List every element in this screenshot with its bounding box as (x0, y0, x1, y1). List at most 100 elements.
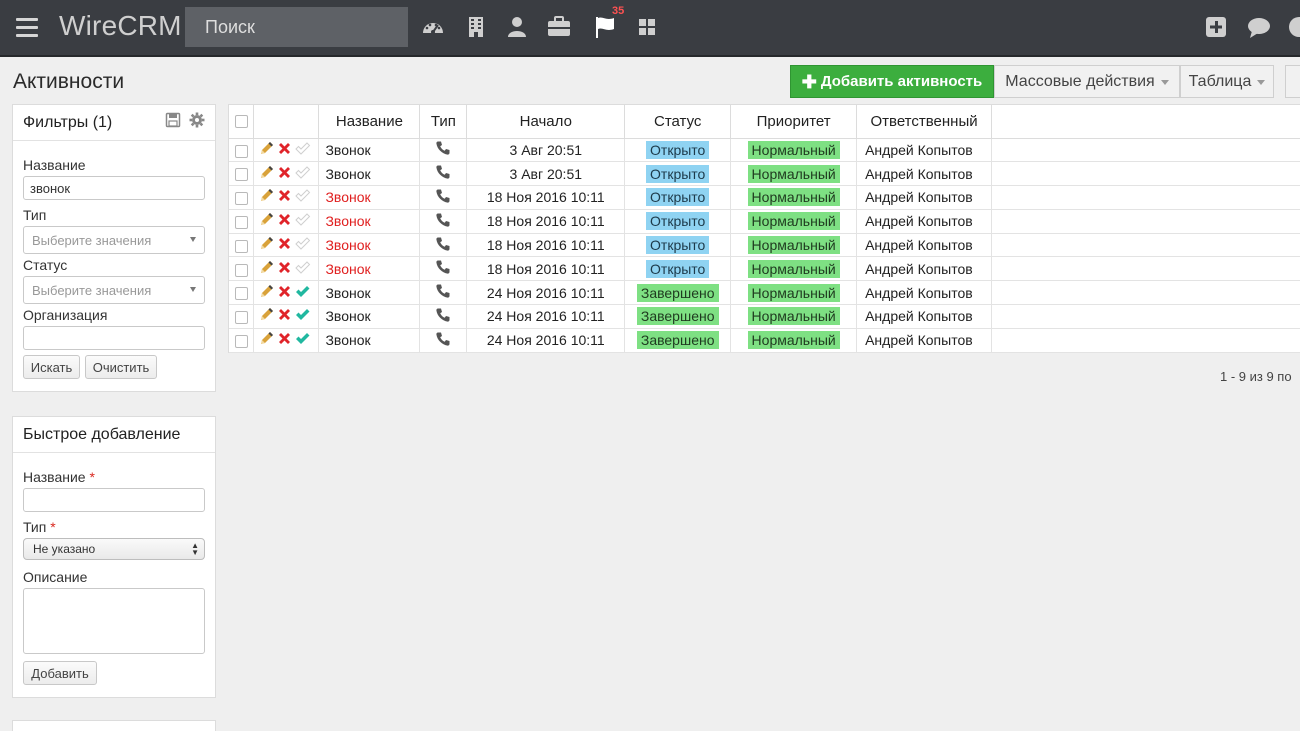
cell-owner: Андрей Копытов (856, 328, 993, 353)
brand-logo[interactable]: WireCRM (59, 10, 182, 41)
row-checkbox[interactable] (234, 216, 248, 230)
quick-add-button[interactable]: Добавить (23, 661, 97, 685)
table-row[interactable]: Звонок 18 Ноя 2016 10:11 Открыто Нормальный… (229, 233, 1300, 258)
table-row[interactable]: Звонок 24 Ноя 2016 10:11 Завершено Нормальн… (229, 328, 1300, 353)
add-activity-button[interactable]: ✚ Добавить активность (790, 65, 994, 98)
complete-icon[interactable] (294, 140, 311, 160)
col-header-type[interactable]: Тип (419, 105, 468, 139)
row-checkbox[interactable] (234, 335, 248, 349)
cell-start: 24 Ноя 2016 10:11 (466, 280, 626, 306)
status-badge: Открыто (646, 236, 710, 255)
cell-name[interactable]: Звонок (318, 280, 421, 306)
cell-name[interactable]: Звонок (318, 304, 421, 329)
row-checkbox[interactable] (234, 239, 248, 253)
briefcase-icon[interactable] (546, 14, 572, 40)
edit-icon[interactable] (258, 140, 275, 160)
complete-icon[interactable] (294, 306, 311, 326)
filter-name-input[interactable]: звонок (23, 176, 205, 200)
search-input[interactable] (185, 7, 408, 47)
complete-icon[interactable] (294, 164, 311, 184)
table-row[interactable]: Звонок 18 Ноя 2016 10:11 Открыто Нормальный… (229, 185, 1300, 210)
row-checkbox[interactable] (234, 311, 248, 325)
cell-name[interactable]: Звонок (318, 161, 421, 187)
delete-icon[interactable] (276, 306, 293, 326)
delete-icon[interactable] (276, 259, 293, 279)
quick-type-select[interactable]: Не указано ▲ ▼ (23, 538, 205, 560)
col-header-priority[interactable]: Приоритет (730, 105, 858, 139)
delete-icon[interactable] (276, 235, 293, 255)
row-actions (253, 185, 320, 210)
complete-icon[interactable] (294, 283, 311, 303)
clear-button[interactable]: Очистить (85, 355, 157, 379)
table-row[interactable]: Звонок 18 Ноя 2016 10:11 Открыто Нормальный… (229, 209, 1300, 234)
cell-name[interactable]: Звонок (318, 256, 421, 282)
row-checkbox[interactable] (234, 168, 248, 182)
delete-icon[interactable] (276, 211, 293, 231)
cell-name[interactable]: Звонок (318, 138, 421, 163)
search-button[interactable]: Искать (23, 355, 80, 379)
extra-button[interactable] (1285, 65, 1300, 98)
flag-icon[interactable] (592, 14, 618, 40)
complete-icon[interactable] (294, 211, 311, 231)
edit-icon[interactable] (258, 164, 275, 184)
grid-icon[interactable] (634, 14, 660, 40)
complete-icon[interactable] (294, 235, 311, 255)
person-icon[interactable] (504, 14, 530, 40)
row-checkbox[interactable] (234, 192, 248, 206)
mass-actions-dropdown[interactable]: Массовые действия (994, 65, 1180, 98)
filler-cell (991, 185, 1300, 210)
save-icon[interactable] (165, 112, 181, 133)
dashboard-icon[interactable] (420, 14, 446, 40)
filler-cell (991, 161, 1300, 187)
table-row[interactable]: Звонок 3 Авг 20:51 Открыто Нормальный Андрей… (229, 138, 1300, 163)
edit-icon[interactable] (258, 187, 275, 207)
delete-icon[interactable] (276, 164, 293, 184)
gear-icon[interactable] (189, 112, 205, 133)
plus-square-icon[interactable] (1203, 14, 1229, 40)
table-row[interactable]: Звонок 3 Авг 20:51 Открыто Нормальный Андрей… (229, 161, 1300, 187)
table-row[interactable]: Звонок 24 Ноя 2016 10:11 Завершено Нормальн… (229, 304, 1300, 329)
row-checkbox[interactable] (234, 144, 248, 158)
cell-name[interactable]: Звонок (318, 328, 421, 353)
col-header-status[interactable]: Статус (624, 105, 732, 139)
user-menu-icon[interactable] (1286, 14, 1300, 40)
table-row[interactable]: Звонок 18 Ноя 2016 10:11 Открыто Нормальный… (229, 256, 1300, 282)
edit-icon[interactable] (258, 283, 275, 303)
phone-icon (435, 308, 451, 326)
row-checkbox[interactable] (234, 287, 248, 301)
delete-icon[interactable] (276, 283, 293, 303)
cell-name[interactable]: Звонок (318, 209, 421, 234)
edit-icon[interactable] (258, 211, 275, 231)
cell-name[interactable]: Звонок (318, 185, 421, 210)
row-checkbox[interactable] (234, 263, 248, 277)
delete-icon[interactable] (276, 187, 293, 207)
complete-icon[interactable] (294, 259, 311, 279)
edit-icon[interactable] (258, 235, 275, 255)
col-header-name[interactable]: Название (318, 105, 421, 139)
building-icon[interactable] (463, 14, 489, 40)
complete-icon[interactable] (294, 330, 311, 350)
complete-icon[interactable] (294, 187, 311, 207)
edit-icon[interactable] (258, 330, 275, 350)
edit-icon[interactable] (258, 306, 275, 326)
chat-icon[interactable] (1246, 14, 1272, 40)
notification-badge: 35 (612, 5, 625, 17)
table-row[interactable]: Звонок 24 Ноя 2016 10:11 Завершено Нормальн… (229, 280, 1300, 306)
col-header-start[interactable]: Начало (466, 105, 626, 139)
quick-desc-textarea[interactable] (23, 588, 205, 654)
delete-icon[interactable] (276, 330, 293, 350)
quick-type-label: Тип * (23, 519, 56, 535)
filter-type-select[interactable]: Выберите значения (23, 226, 205, 254)
col-header-owner[interactable]: Ответственный (856, 105, 993, 139)
view-dropdown[interactable]: Таблица (1180, 65, 1274, 98)
cell-name[interactable]: Звонок (318, 233, 421, 258)
quick-name-input[interactable] (23, 488, 205, 512)
menu-icon[interactable] (16, 18, 38, 37)
delete-icon[interactable] (276, 140, 293, 160)
row-select-cell (229, 256, 255, 282)
filter-status-select[interactable]: Выберите значения (23, 276, 205, 304)
cell-priority: Нормальный (730, 256, 858, 282)
edit-icon[interactable] (258, 259, 275, 279)
filter-org-input[interactable] (23, 326, 205, 350)
select-all-checkbox[interactable] (234, 115, 248, 129)
